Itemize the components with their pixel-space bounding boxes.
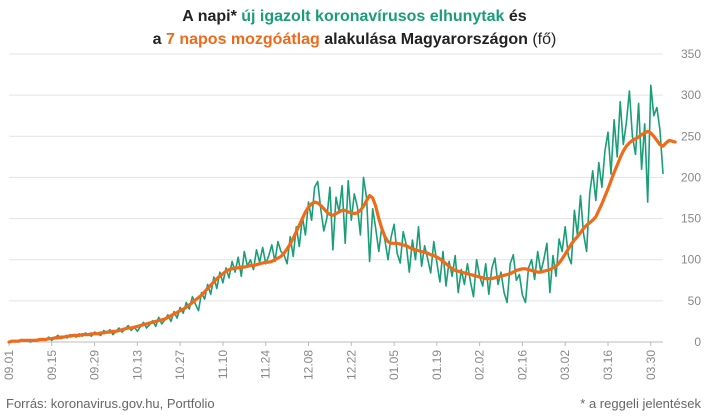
title-daily-highlight: új igazolt koronavírusos elhunytak — [241, 8, 505, 25]
x-tick-label: 11.24 — [259, 350, 273, 379]
x-tick-label: 09.01 — [2, 350, 16, 380]
y-tick-label: 100 — [681, 253, 701, 267]
x-tick-label: 10.27 — [173, 350, 187, 380]
chart-title-line2: a 7 napos mozgóátlag alakulása Magyarors… — [152, 31, 557, 48]
x-tick-label: 01.19 — [430, 350, 444, 380]
chart-title: A napi* új igazolt koronavírusos elhunyt… — [0, 5, 709, 51]
footnote: * a reggeli jelentések — [580, 396, 701, 411]
x-tick-label: 09.15 — [45, 350, 59, 380]
chart-title-line1: A napi* új igazolt koronavírusos elhunyt… — [182, 8, 527, 25]
x-tick-label: 03.02 — [558, 350, 572, 380]
moving-average-line — [7, 129, 677, 344]
x-tick-label: 09.29 — [88, 350, 102, 380]
x-tick-label: 10.13 — [130, 350, 144, 380]
y-tick-label: 300 — [681, 88, 701, 102]
daily-deaths-line — [8, 84, 664, 343]
x-tick-label: 03.16 — [601, 350, 615, 380]
x-tick-label: 01.05 — [387, 350, 401, 380]
x-tick-label: 02.16 — [515, 350, 529, 380]
x-tick-label: 12.08 — [301, 350, 315, 380]
x-tick-label: 11.10 — [216, 350, 230, 379]
source-note: Forrás: koronavirus.gov.hu, Portfolio — [6, 396, 215, 411]
y-tick-label: 150 — [681, 212, 701, 226]
title-avg-highlight: 7 napos mozgóátlag — [166, 31, 320, 48]
y-tick-label: 0 — [694, 335, 701, 349]
y-tick-label: 350 — [681, 47, 701, 61]
y-tick-label: 250 — [681, 129, 701, 143]
y-tick-label: 200 — [681, 170, 701, 184]
x-tick-label: 02.02 — [473, 350, 487, 380]
x-tick-label: 12.22 — [344, 350, 358, 380]
x-tick-label: 03.30 — [644, 350, 658, 380]
y-tick-label: 50 — [688, 294, 702, 308]
